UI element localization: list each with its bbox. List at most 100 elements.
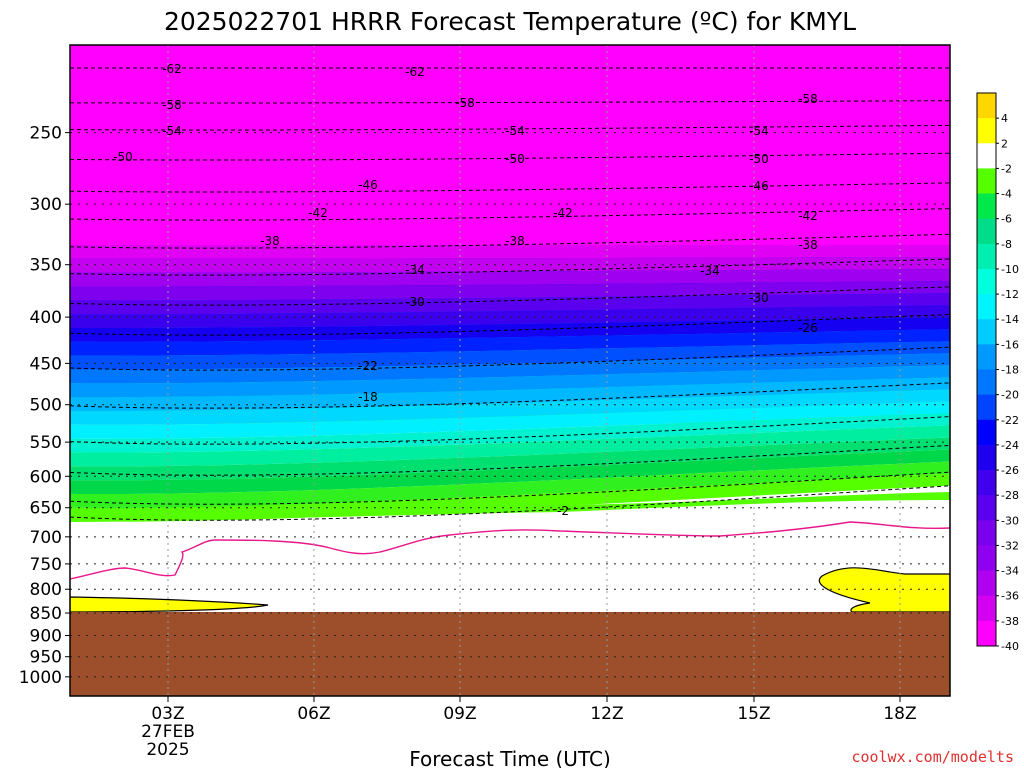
- colorbar-label: -14: [1001, 313, 1019, 326]
- temperature-band: [70, 353, 950, 384]
- y-tick-label: 400: [30, 308, 62, 328]
- isotherm-line: [70, 382, 950, 409]
- isotherm-line: [70, 485, 950, 521]
- contour-label: -38: [505, 234, 525, 248]
- colorbar-swatch: [977, 570, 996, 597]
- temperature-band: [70, 341, 950, 370]
- colorbar-label: 2: [1001, 137, 1008, 150]
- temperature-band: [70, 269, 950, 287]
- colorbar-label: -16: [1001, 338, 1019, 351]
- colorbar-swatch: [977, 394, 996, 421]
- warm-pocket-right: [818, 567, 950, 613]
- credit-link[interactable]: coolwx.com/modelts: [851, 748, 1014, 766]
- colorbar-label: -28: [1001, 489, 1019, 502]
- contour-label: -54: [505, 124, 525, 138]
- contour-label: -30: [405, 295, 425, 309]
- colorbar-label: -32: [1001, 539, 1019, 552]
- contour-label: -30: [749, 291, 769, 305]
- colorbar-label: -8: [1001, 238, 1012, 251]
- colorbar-swatch: [977, 243, 996, 270]
- colorbar-swatch: [977, 495, 996, 521]
- colorbar-swatch: [977, 218, 996, 245]
- contour-label: -18: [358, 390, 378, 404]
- x-tick-label: 03Z: [151, 704, 184, 724]
- contour-label: -46: [358, 178, 378, 192]
- colorbar-label: -10: [1001, 263, 1019, 276]
- x-axis-label: Forecast Time (UTC): [409, 747, 611, 768]
- colorbar-swatch: [977, 369, 996, 396]
- temperature-band: [70, 473, 950, 522]
- colorbar-label: -26: [1001, 464, 1019, 477]
- colorbar-swatch: [977, 419, 996, 446]
- isotherm-line: [70, 152, 950, 161]
- y-tick-label: 450: [30, 354, 62, 374]
- contour-label: -58: [162, 98, 182, 112]
- y-tick-label: 600: [30, 467, 62, 487]
- isotherm-line: [70, 444, 950, 476]
- temperature-band: [70, 293, 950, 315]
- zero-degree-line: [70, 521, 950, 580]
- contour-label: -42: [553, 206, 573, 220]
- y-tick-label: 300: [30, 195, 62, 215]
- y-tick-label: 750: [30, 555, 62, 575]
- colorbar-swatch: [977, 319, 996, 345]
- colorbar-swatch: [977, 545, 996, 572]
- y-tick-label: 500: [30, 396, 62, 416]
- colorbar-swatch: [977, 595, 996, 622]
- contour-label: -38: [260, 234, 280, 248]
- temperature-band: [70, 281, 950, 301]
- temperature-band: [70, 401, 950, 439]
- isotherm-line: [70, 471, 950, 505]
- colorbar-label: -38: [1001, 615, 1019, 628]
- temperature-band: [70, 245, 950, 259]
- colorbar-swatch: [977, 294, 996, 320]
- colorbar-label: -18: [1001, 364, 1019, 377]
- isotherm-line: [70, 286, 950, 306]
- below-ground: [70, 612, 950, 696]
- colorbar-label: -22: [1001, 414, 1019, 427]
- colorbar-swatch: [977, 193, 996, 220]
- contour-label: -50: [749, 152, 769, 166]
- x-tick-label: 12Z: [590, 704, 623, 724]
- colorbar-label: 4: [1001, 112, 1008, 125]
- isotherm-line: [70, 100, 950, 104]
- colorbar-swatch: [977, 143, 996, 169]
- contour-label: -42: [308, 206, 328, 220]
- temperature-band: [70, 437, 950, 481]
- contour-label: -42: [798, 209, 818, 223]
- colorbar-label: -36: [1001, 590, 1019, 603]
- colorbar-swatch: [977, 268, 996, 295]
- colorbar-swatch: [977, 168, 996, 195]
- temperature-band: [70, 389, 950, 425]
- contour-label: -34: [405, 263, 425, 277]
- contour-label: -62: [162, 62, 182, 76]
- temperature-band: [70, 305, 950, 329]
- contour-label: -46: [749, 179, 769, 193]
- isotherm-line: [70, 314, 950, 336]
- y-tick-label: 650: [30, 499, 62, 519]
- colorbar-swatch: [977, 470, 996, 496]
- colorbar-label: -40: [1001, 640, 1019, 653]
- temperature-band: [70, 365, 950, 398]
- contour-label: -34: [700, 264, 720, 278]
- contour-label: -54: [749, 124, 769, 138]
- isotherm-line: [70, 416, 950, 445]
- temperature-band: [70, 329, 950, 356]
- contour-label: -50: [113, 150, 133, 164]
- contour-label: -58: [798, 92, 818, 106]
- contour-label: -38: [798, 238, 818, 252]
- colorbar-label: -20: [1001, 389, 1019, 402]
- contour-label: -62: [405, 65, 425, 79]
- y-tick-label: 850: [30, 604, 62, 624]
- plot-frame: [69, 44, 951, 697]
- isotherm-contours: [70, 67, 950, 521]
- colorbar-swatch: [977, 118, 996, 144]
- colorbar-swatch: [977, 344, 996, 370]
- upper-magenta-fill: [70, 45, 950, 245]
- temperature-band: [70, 425, 950, 467]
- y-tick-label: 550: [30, 433, 62, 453]
- colorbar-label: -30: [1001, 514, 1019, 527]
- x-tick-label: 15Z: [737, 704, 770, 724]
